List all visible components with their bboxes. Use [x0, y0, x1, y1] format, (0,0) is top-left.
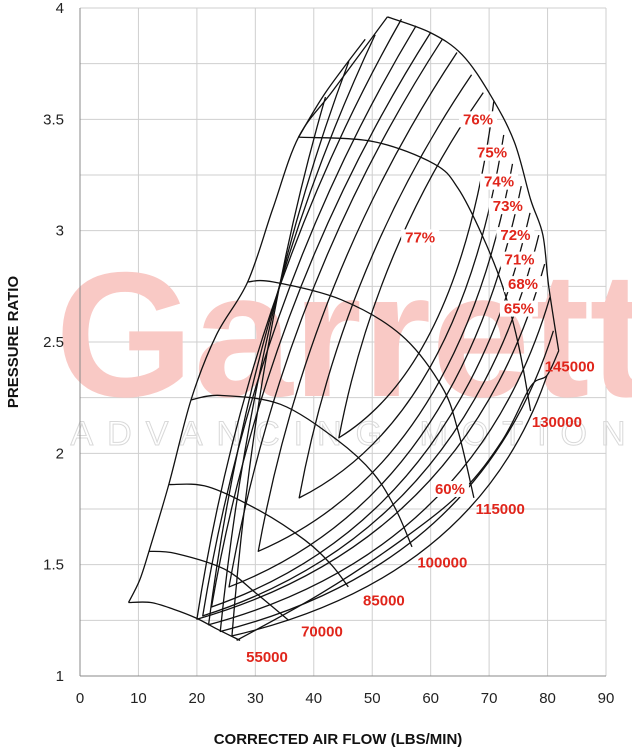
efficiency-label-68: 68%	[508, 276, 538, 293]
speed-line-85000	[168, 483, 349, 588]
speed-line-100000	[190, 394, 413, 548]
x-tick-label: 70	[481, 690, 498, 707]
efficiency-contour-72	[202, 25, 540, 617]
y-tick-label: 2.5	[43, 334, 64, 351]
efficiency-label-background	[499, 300, 538, 317]
speed-label-145000: 145000	[545, 358, 595, 375]
watermark-tagline: ADVANCING MOTION	[70, 415, 632, 453]
efficiency-label-71: 71%	[504, 252, 534, 269]
watermark-brand: Garrett	[55, 235, 632, 434]
efficiency-label-background	[488, 198, 527, 215]
efficiency-label-77: 77%	[405, 229, 435, 246]
y-tick-label: 1.5	[43, 557, 64, 574]
y-axis-title: PRESSURE RATIO	[5, 276, 22, 409]
watermark: Garrett ADVANCING MOTION	[55, 235, 632, 454]
speed-line-70000	[148, 550, 290, 621]
x-tick-label: 20	[189, 690, 206, 707]
efficiency-contour-60	[231, 96, 548, 637]
y-tick-label: 2	[56, 445, 64, 462]
x-tick-label: 30	[247, 690, 264, 707]
y-tick-label: 4	[56, 0, 64, 17]
x-axis-title: CORRECTED AIR FLOW (LBS/MIN)	[214, 731, 463, 748]
y-tick-label: 3.5	[43, 111, 64, 128]
efficiency-label-60: 60%	[435, 481, 465, 498]
surge-line	[127, 16, 388, 603]
x-tick-label: 50	[364, 690, 381, 707]
x-tick-label: 60	[422, 690, 439, 707]
speed-label-85000: 85000	[363, 592, 405, 609]
speed-line-145000	[387, 16, 560, 352]
map-labels: 55000 70000 85000 100000 115000 130000 145000 7…	[246, 111, 595, 666]
y-tick-label: 3	[56, 223, 64, 240]
axes: 0 10 20 30 40 50 60 70 80 90 1 1.5 2 2.5 3 3.5 4	[43, 0, 614, 707]
efficiency-label-background	[459, 111, 498, 128]
efficiency-label-73: 73%	[493, 198, 523, 215]
efficiency-label-background	[496, 227, 535, 244]
efficiency-label-background	[430, 480, 469, 497]
speed-label-115000: 115000	[476, 501, 525, 518]
speed-line-130000	[298, 136, 532, 412]
efficiency-label-background	[480, 173, 519, 190]
speed-label-70000: 70000	[301, 623, 343, 640]
efficiency-label-background	[500, 251, 539, 268]
efficiency-contour-77	[338, 92, 495, 439]
x-tick-label: 10	[130, 690, 147, 707]
efficiency-label-65: 65%	[504, 301, 534, 318]
speed-line-115000	[247, 279, 475, 499]
efficiency-label-background	[401, 229, 440, 246]
choke-boundary	[236, 350, 560, 641]
speed-label-100000: 100000	[417, 554, 467, 571]
efficiency-label-background	[504, 276, 543, 293]
y-tick-label: 1	[56, 668, 64, 685]
efficiency-label-74: 74%	[484, 174, 514, 191]
efficiency-label-75: 75%	[477, 145, 507, 162]
efficiency-label-76: 76%	[463, 111, 493, 128]
efficiency-contour-74	[228, 38, 522, 588]
x-tick-label: 40	[305, 690, 322, 707]
map-curves	[127, 16, 560, 641]
efficiency-contour-75	[257, 52, 514, 552]
x-tick-label: 0	[76, 690, 84, 707]
surge-line-extension	[298, 38, 366, 138]
speed-label-55000: 55000	[246, 649, 288, 666]
speed-line-55000	[128, 601, 241, 641]
x-tick-label: 80	[539, 690, 556, 707]
x-tick-label: 90	[598, 690, 615, 707]
efficiency-label-72: 72%	[500, 227, 530, 244]
efficiency-contour-76	[298, 74, 505, 499]
speed-label-130000: 130000	[532, 414, 582, 431]
efficiency-label-background	[473, 144, 512, 161]
